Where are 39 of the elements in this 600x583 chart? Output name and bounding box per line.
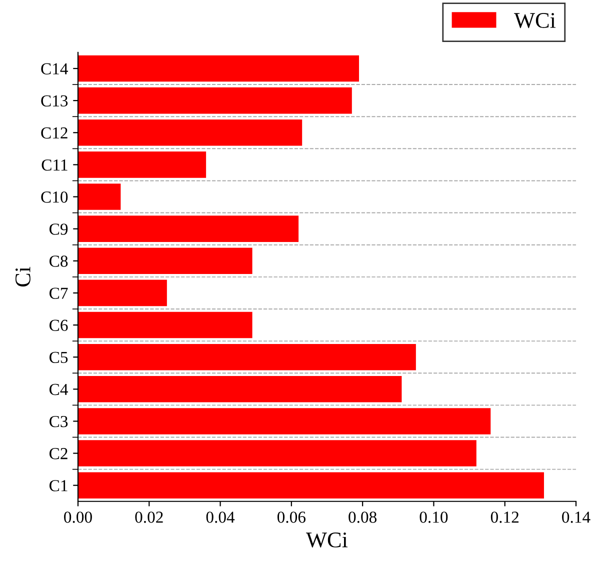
bar [78, 376, 402, 402]
y-tick-label: C2 [50, 448, 68, 460]
bar [78, 312, 252, 338]
x-tick-label: 0.02 [135, 512, 163, 523]
y-tick-label: C8 [50, 256, 68, 267]
bar [78, 248, 252, 274]
x-tick-label: 0.04 [206, 512, 235, 523]
x-tick-label: 0.00 [64, 512, 92, 523]
x-tick-label: 0.12 [490, 512, 519, 523]
legend-label: WCi [514, 13, 556, 28]
y-axis-title: Ci [15, 266, 30, 287]
y-tick-label: C7 [50, 288, 68, 299]
y-tick-label: C5 [50, 352, 68, 364]
bar [78, 344, 416, 370]
y-tick-label: C3 [50, 416, 68, 428]
x-axis-title: WCi [306, 532, 348, 548]
bar [78, 408, 491, 434]
bar [78, 440, 476, 466]
y-tick-label: C11 [42, 159, 68, 171]
y-tick-label: C14 [41, 63, 68, 74]
x-tick-label: 0.08 [348, 512, 377, 523]
bar [78, 55, 360, 82]
y-tick-label: C12 [41, 127, 68, 139]
bar [78, 280, 167, 306]
y-tick-label: C9 [50, 224, 68, 235]
x-tick-label: 0.06 [277, 512, 306, 523]
bar [78, 152, 206, 178]
y-tick-label: C13 [41, 95, 68, 107]
bar [78, 119, 302, 146]
bar [78, 184, 121, 210]
x-tick-label: 0.14 [562, 512, 590, 523]
y-tick-label: C6 [50, 320, 68, 331]
y-tick-label: C10 [41, 191, 68, 203]
bar [78, 87, 352, 114]
bar [78, 472, 544, 498]
bar [78, 216, 299, 242]
y-tick-label: C4 [50, 384, 68, 396]
x-tick-label: 0.10 [420, 512, 448, 523]
y-tick-label: C1 [50, 480, 68, 492]
